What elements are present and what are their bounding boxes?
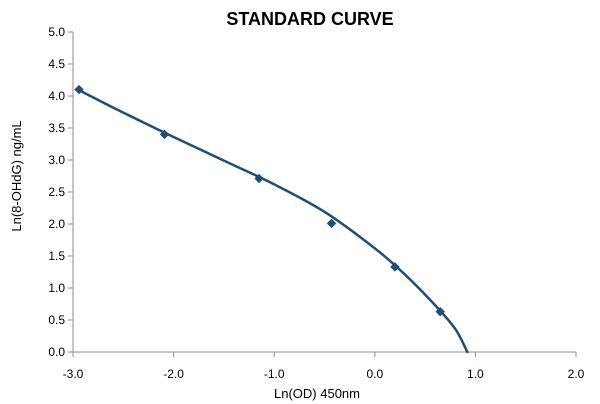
x-tick-label: -2.0 (163, 367, 184, 381)
trendline (77, 88, 469, 354)
data-point (159, 129, 170, 140)
x-tick-label: 0.0 (366, 367, 383, 381)
y-tick-label: 2.0 (48, 217, 65, 231)
y-tick-label: 5.0 (48, 25, 65, 39)
y-tick-label: 3.5 (48, 121, 65, 135)
y-tick-label: 3.0 (48, 153, 65, 167)
y-tick-label: 0.5 (48, 313, 65, 327)
y-tick-label: 0.0 (48, 345, 65, 359)
y-axis-ticks: 0.0 0.5 1.0 1.5 2.0 2.5 3.0 3.5 4.0 4.5 5.0 (48, 25, 73, 359)
y-tick-label: 4.5 (48, 57, 65, 71)
x-axis-ticks: -3.0 -2.0 -1.0 0.0 1.0 2.0 (63, 352, 585, 381)
data-point (390, 262, 400, 272)
y-tick-label: 1.5 (48, 249, 65, 263)
y-tick-label: 1.0 (48, 281, 65, 295)
y-axis-title: Ln(8-OHdG) ng/mL (9, 120, 24, 231)
data-points (74, 84, 445, 317)
data-point (326, 218, 337, 229)
x-axis-title: Ln(OD) 450nm (274, 386, 360, 401)
x-tick-label: 1.0 (467, 367, 484, 381)
x-tick-label: 2.0 (568, 367, 585, 381)
chart-title: STANDARD CURVE (226, 9, 393, 29)
data-point (74, 84, 84, 95)
data-point (254, 173, 264, 184)
x-tick-label: -3.0 (63, 367, 84, 381)
x-tick-label: -1.0 (264, 367, 285, 381)
y-tick-label: 4.0 (48, 89, 65, 103)
y-tick-label: 2.5 (48, 185, 65, 199)
data-point (435, 306, 445, 317)
